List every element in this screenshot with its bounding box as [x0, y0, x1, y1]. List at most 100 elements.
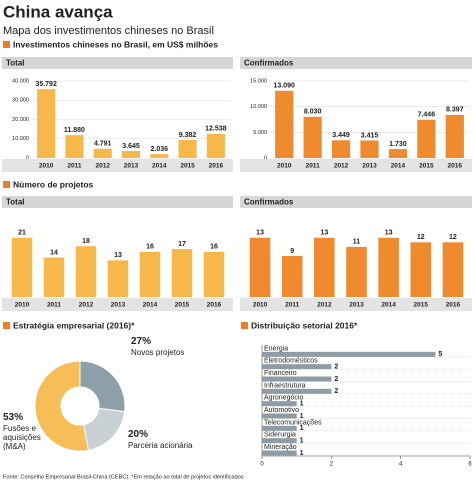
x-tick-label: 2016 — [448, 163, 463, 170]
bar — [275, 90, 294, 158]
bar — [331, 140, 351, 158]
x-tick-label: 2011 — [306, 163, 320, 170]
bar — [262, 401, 297, 407]
x-tick-label: 2011 — [67, 163, 81, 170]
x-tick-label: 4 — [399, 462, 403, 468]
section-marker — [3, 41, 10, 48]
value-label: 1 — [300, 401, 304, 408]
section-title: Número de projetos — [13, 179, 94, 189]
y-tick-label: 30.000 — [12, 98, 29, 104]
value-label: 3.449 — [332, 132, 350, 139]
value-label: 9.382 — [179, 132, 197, 139]
bar — [262, 413, 297, 419]
bar — [262, 450, 297, 456]
category-label: Agronegócio — [264, 395, 303, 402]
bar — [206, 133, 225, 158]
slice-label: Parceria acionária — [128, 441, 193, 450]
bar — [378, 237, 399, 297]
panel-title: Estratégia empresarial (2016)* — [13, 320, 135, 330]
slice-percent: 27% — [131, 336, 152, 347]
value-label: 3.645 — [122, 143, 140, 150]
x-tick-label: 2011 — [47, 302, 61, 309]
panel-header — [240, 57, 472, 69]
x-tick-label: 2014 — [152, 163, 167, 170]
value-label: 8.030 — [304, 109, 322, 116]
panel-header — [240, 196, 472, 208]
value-label: 1 — [300, 438, 304, 445]
panel-title: Confirmados — [244, 198, 294, 207]
bar — [303, 116, 322, 158]
value-label: 9 — [290, 248, 294, 255]
bar — [262, 388, 332, 394]
bar — [262, 425, 297, 431]
value-label: 1 — [300, 413, 304, 420]
value-label: 12 — [417, 234, 425, 241]
category-label: Siderurgia — [264, 432, 296, 439]
x-tick-label: 2010 — [277, 163, 292, 170]
value-label: 1.730 — [389, 141, 407, 148]
panel-title: Confirmados — [244, 59, 294, 68]
x-tick-label: 2016 — [209, 163, 224, 170]
bar — [314, 237, 335, 297]
x-tick-label: 2011 — [285, 302, 299, 309]
value-label: 2 — [334, 388, 338, 395]
bar — [417, 119, 436, 158]
y-tick-label: 20.000 — [12, 117, 29, 123]
pie-slice — [79, 360, 126, 413]
slice-percent: 20% — [128, 429, 149, 440]
y-tick-label: 15.000 — [250, 78, 267, 84]
x-tick-label: 2014 — [381, 302, 396, 309]
bar — [360, 140, 379, 158]
x-tick-label: 2013 — [111, 302, 126, 309]
value-label: 2 — [334, 364, 338, 371]
y-tick-label: 0 — [26, 155, 29, 161]
value-label: 5 — [438, 351, 442, 358]
bar — [107, 260, 129, 297]
bar — [139, 251, 161, 297]
value-label: 14 — [50, 249, 58, 256]
bar — [203, 251, 225, 297]
y-tick-label: 10.000 — [12, 136, 29, 142]
value-label: 13 — [114, 252, 122, 259]
x-tick-label: 2012 — [79, 302, 94, 309]
category-label: Eletrodomésticos — [264, 358, 318, 365]
bar — [171, 249, 193, 297]
value-label: 21 — [18, 230, 26, 237]
panel-header — [2, 57, 233, 69]
value-label: 1 — [300, 450, 304, 457]
bar — [11, 237, 33, 297]
value-label: 17 — [178, 241, 186, 248]
value-label: 3.415 — [361, 132, 379, 139]
value-label: 12.538 — [205, 126, 227, 133]
slice-label: Fusões e aquisições (M&A) — [3, 424, 41, 451]
category-label: Financeiro — [264, 370, 297, 377]
y-tick-label: 40.000 — [12, 78, 29, 84]
x-tick-label: 6 — [468, 462, 472, 468]
x-tick-label: 2012 — [317, 302, 332, 309]
slice-percent: 53% — [3, 412, 24, 423]
slice-label: Novos projetos — [131, 348, 185, 357]
y-tick-label: 0 — [264, 155, 267, 161]
page-subtitle: Mapa dos investimentos chineses no Brasi… — [3, 25, 214, 37]
category-label: Mineração — [264, 444, 297, 451]
panel-title: Total — [6, 198, 25, 207]
bar — [262, 438, 297, 444]
pie-slice — [82, 407, 126, 451]
value-label: 35.792 — [35, 81, 57, 88]
bar — [410, 242, 432, 297]
value-label: 13.090 — [274, 83, 296, 90]
pie-slice — [34, 360, 90, 452]
x-tick-label: 2013 — [124, 163, 139, 170]
x-tick-label: 2015 — [414, 302, 429, 309]
bar — [65, 135, 84, 158]
bar — [442, 242, 464, 297]
value-label: 13 — [385, 230, 393, 237]
section-title: Investimentos chineses no Brasil, em US$… — [13, 39, 218, 49]
category-strip — [240, 159, 472, 172]
x-tick-label: 2016 — [446, 302, 461, 309]
panel-header — [2, 196, 233, 208]
x-tick-label: 2010 — [253, 302, 268, 309]
x-tick-label: 2014 — [143, 302, 158, 309]
